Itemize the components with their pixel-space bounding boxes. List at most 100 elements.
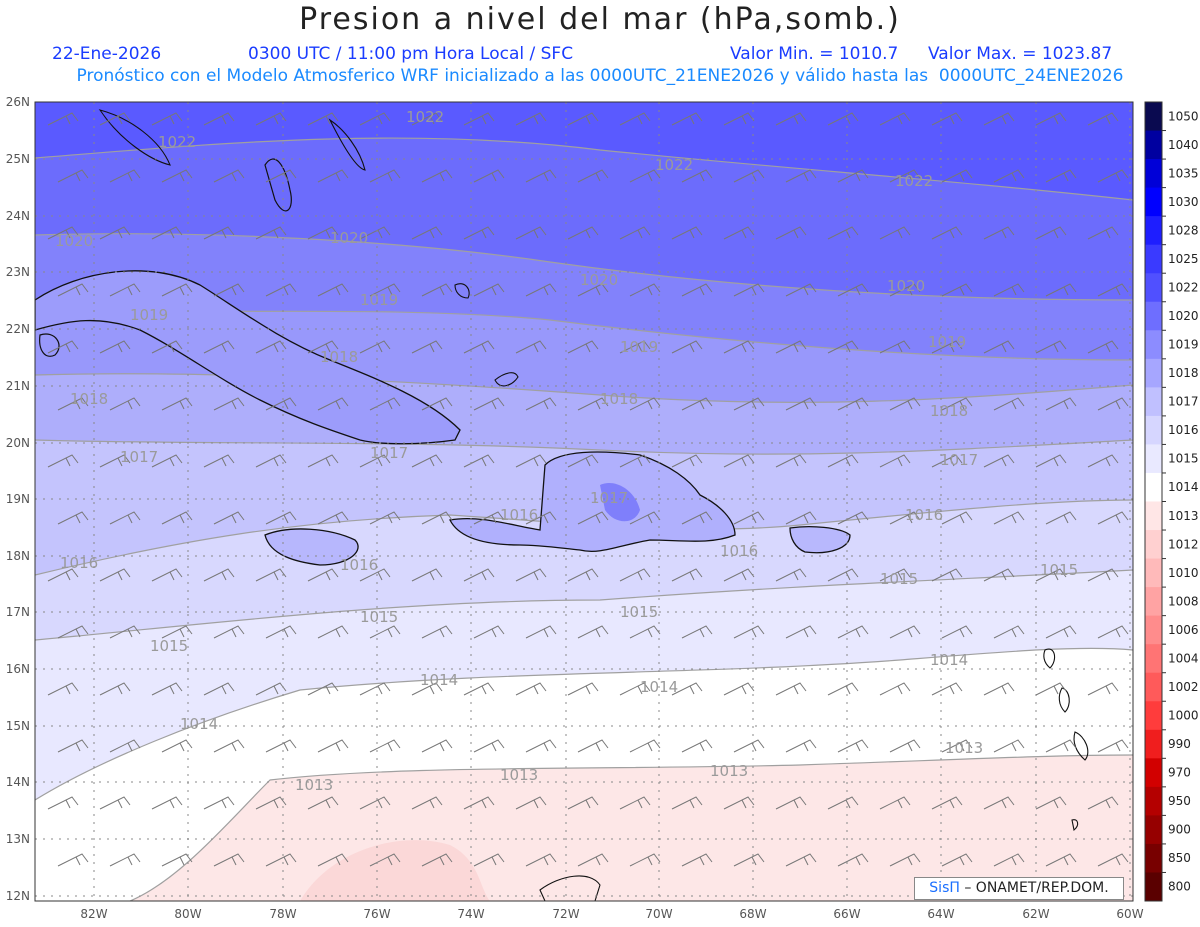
wind-barb bbox=[213, 169, 245, 183]
lon-label: 74W bbox=[457, 907, 484, 921]
wind-barb bbox=[681, 169, 713, 183]
wind-barb bbox=[1087, 112, 1119, 126]
wind-barb bbox=[889, 511, 921, 525]
wind-barb bbox=[1035, 682, 1067, 696]
wind-barb bbox=[577, 739, 609, 753]
isobar-label: 1014 bbox=[180, 715, 218, 733]
wind-barb bbox=[265, 169, 297, 183]
wind-barb bbox=[515, 682, 547, 696]
wind-barb bbox=[473, 511, 505, 525]
wind-barb bbox=[567, 682, 599, 696]
wind-barb bbox=[359, 682, 391, 696]
lon-label: 68W bbox=[739, 907, 766, 921]
colorbar-swatch bbox=[1145, 301, 1162, 331]
wind-barb bbox=[1035, 340, 1067, 354]
isobar-label: 1018 bbox=[930, 402, 968, 420]
wind-barb bbox=[619, 568, 651, 582]
colorbar: 1050 1040 1035 1030 1028 1025 1022 1020 1019 1018… bbox=[1144, 101, 1199, 902]
wind-barb bbox=[619, 226, 651, 240]
wind-barb bbox=[369, 853, 401, 867]
wind-barb bbox=[629, 397, 661, 411]
colorbar-swatch bbox=[1145, 330, 1162, 360]
wind-barb bbox=[723, 568, 755, 582]
wind-barb bbox=[1087, 568, 1119, 582]
lat-label: 23N bbox=[6, 265, 30, 279]
min-value: Valor Min. = 1010.7 bbox=[730, 44, 899, 64]
isobar-label: 1022 bbox=[406, 108, 444, 126]
isobar-label: 1013 bbox=[710, 762, 748, 780]
wind-barb bbox=[993, 283, 1025, 297]
wind-barb bbox=[411, 568, 443, 582]
wind-barb bbox=[473, 169, 505, 183]
isobar-label: 1020 bbox=[580, 271, 618, 289]
wind-barb bbox=[1087, 796, 1119, 810]
wind-barb bbox=[671, 340, 703, 354]
wind-barb bbox=[785, 397, 817, 411]
wind-barb bbox=[525, 283, 557, 297]
wind-barb bbox=[265, 511, 297, 525]
wind-barb bbox=[255, 796, 287, 810]
wind-barb bbox=[837, 169, 869, 183]
wind-barb bbox=[931, 682, 963, 696]
wind-barb bbox=[421, 853, 453, 867]
lon-label: 76W bbox=[363, 907, 390, 921]
wind-barb bbox=[941, 169, 973, 183]
wind-barb bbox=[577, 853, 609, 867]
wind-barb bbox=[671, 454, 703, 468]
colorbar-label: 1020 bbox=[1168, 309, 1199, 323]
wind-barb bbox=[369, 397, 401, 411]
plot-frame bbox=[34, 101, 1134, 902]
wind-barb bbox=[993, 169, 1025, 183]
wind-barb bbox=[213, 283, 245, 297]
isobar-labels: 1022 1022 1022 1022 1020 1020 1020 1020 1019 1019… bbox=[55, 108, 1078, 794]
wind-barb bbox=[515, 796, 547, 810]
wind-barb bbox=[161, 169, 193, 183]
wind-barb bbox=[827, 568, 859, 582]
wind-barb bbox=[889, 853, 921, 867]
wind-barb bbox=[151, 454, 183, 468]
wind-barb bbox=[775, 112, 807, 126]
wind-barb bbox=[577, 169, 609, 183]
colorbar-label: 1025 bbox=[1168, 252, 1199, 266]
isobar-label: 1019 bbox=[130, 306, 168, 324]
colorbar-label: 1006 bbox=[1168, 623, 1199, 637]
wind-barb bbox=[213, 853, 245, 867]
wind-barb bbox=[307, 226, 339, 240]
wind-barb bbox=[671, 226, 703, 240]
wind-barb bbox=[889, 397, 921, 411]
wind-barb bbox=[473, 853, 505, 867]
wind-barb bbox=[1087, 682, 1119, 696]
wind-barb bbox=[785, 283, 817, 297]
wind-barb bbox=[619, 340, 651, 354]
wind-barb bbox=[203, 340, 235, 354]
wind-barb bbox=[931, 340, 963, 354]
wind-barb bbox=[993, 853, 1025, 867]
wind-barb bbox=[577, 625, 609, 639]
wind-barb bbox=[317, 511, 349, 525]
lat-label: 18N bbox=[6, 549, 30, 563]
lat-label: 21N bbox=[6, 379, 30, 393]
wind-barb bbox=[1087, 454, 1119, 468]
colorbar-swatch bbox=[1145, 672, 1162, 702]
wind-barb bbox=[1097, 397, 1129, 411]
colorbar-label: 900 bbox=[1168, 823, 1191, 837]
wind-barb bbox=[1097, 169, 1129, 183]
wind-barb bbox=[567, 796, 599, 810]
colorbar-swatch bbox=[1145, 387, 1162, 417]
wind-barb bbox=[369, 739, 401, 753]
wind-barb bbox=[567, 568, 599, 582]
wind-barb bbox=[837, 625, 869, 639]
wind-barb bbox=[889, 283, 921, 297]
wind-barb bbox=[463, 112, 495, 126]
colorbar-swatch bbox=[1145, 273, 1162, 303]
wind-barb bbox=[931, 568, 963, 582]
isobar-label: 1016 bbox=[500, 506, 538, 524]
map-title: Presion a nivel del mar (hPa,somb.) bbox=[299, 2, 901, 37]
colorbar-swatch bbox=[1145, 729, 1162, 759]
isobar-label: 1015 bbox=[880, 570, 918, 588]
colorbar-label: 1050 bbox=[1168, 109, 1199, 123]
wind-barb bbox=[109, 397, 141, 411]
wind-barb bbox=[109, 283, 141, 297]
wind-barb bbox=[577, 511, 609, 525]
colorbar-label: 1010 bbox=[1168, 566, 1199, 580]
